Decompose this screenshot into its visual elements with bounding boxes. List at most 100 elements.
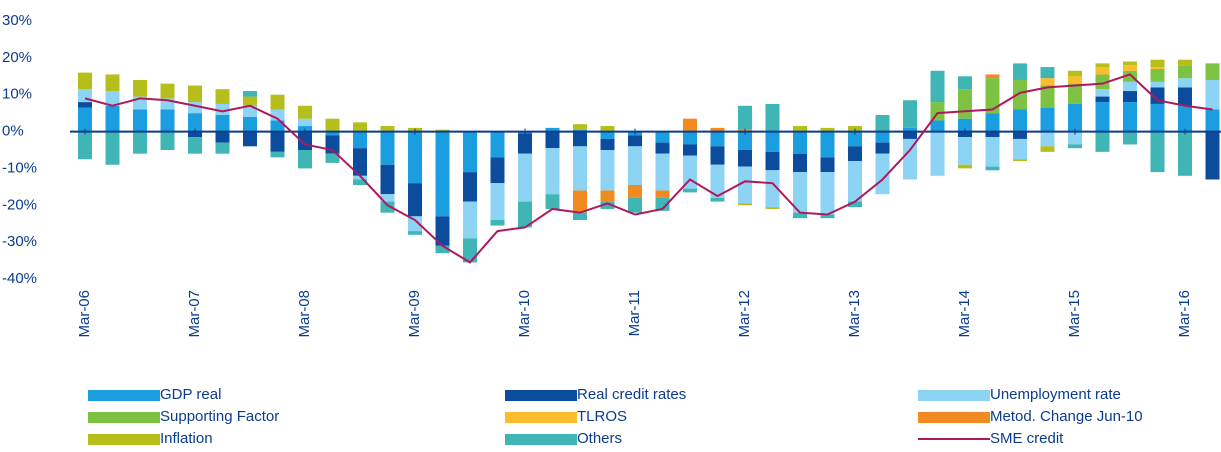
bar-segment [765,103,780,132]
bar-segment [490,220,505,226]
bar-segment [1150,67,1165,69]
bar-segment [765,170,780,208]
bar-segment [463,131,477,173]
bar-segment [1205,63,1220,80]
bar-segment [1068,103,1082,132]
bar-segment [1178,59,1192,66]
bar-segment [573,146,587,191]
bar-segment [325,118,340,132]
bar-segment [408,131,422,184]
bar-segment [985,78,1000,114]
legend-swatch [505,390,577,401]
bar-segment [1178,131,1192,176]
bar-segment [1205,131,1220,180]
bar-segment [958,164,972,169]
legend-label: SME credit [990,430,1064,447]
bar-segment [1150,103,1165,132]
bar-segment [78,102,92,108]
bar-segment [683,118,697,132]
bar-segment [243,91,257,97]
bar-segment [1040,78,1055,86]
bar-segment [160,109,175,132]
bar-segment [270,109,285,121]
bar-segment [573,212,587,221]
bar-segment [903,131,917,139]
bar-segment [628,135,642,147]
bar-segment [600,126,615,132]
bar-segment [545,148,560,195]
bar-segment [930,131,945,176]
bar-segment [1013,138,1027,160]
bar-segment [325,153,340,163]
bar-segment [1013,109,1027,132]
bar-segment [600,150,615,191]
bar-segment [820,127,835,132]
bar-segment [78,107,92,132]
bar-segment [683,155,697,189]
bar-segment [1123,61,1137,66]
bar-segment [1150,87,1165,104]
bar-segment [738,105,752,130]
bar-segment [848,146,862,162]
bar-segment [958,76,972,90]
bar-segment [188,102,202,114]
bar-segment [1013,131,1027,139]
bar-segment [628,197,642,213]
bar-segment [298,118,312,127]
legend-label: Unemployment rate [990,386,1121,403]
bar-segment [930,120,945,132]
y-tick-label: 30% [2,12,32,29]
y-tick-label: 0% [2,123,24,140]
legend-label: Others [577,430,622,447]
legend-label: Inflation [160,430,213,447]
bar-segment [875,114,890,132]
bar-segment [545,127,560,132]
x-tick-label: Mar-10 [516,290,533,338]
bar-segment [105,74,120,92]
legend-label: Real credit rates [577,386,686,403]
bar-segment [353,131,367,149]
bar-segment [1013,159,1027,162]
bar-segment [1095,89,1110,97]
bar-segment [133,79,147,97]
bar-segment [958,89,972,119]
bar-segment [738,131,752,150]
bar-segment [683,144,697,156]
bar-segment [985,113,1000,132]
bar-segment [188,113,202,132]
bar-segment [1095,67,1110,75]
bar-segment [1123,102,1137,132]
bar-segment [628,185,642,198]
bar-segment [1205,109,1220,132]
bar-segment [243,96,257,106]
y-tick-label: -30% [2,233,37,250]
bar-segment [353,175,367,180]
bar-segment [160,83,175,99]
x-tick-label: Mar-15 [1066,290,1083,338]
bar-segment [380,201,395,213]
bar-segment [1040,67,1055,79]
bar-segment [573,131,587,147]
bar-segment [243,105,257,117]
bar-segment [1040,107,1055,132]
bar-segment [1040,131,1055,147]
bar-segment [353,179,367,186]
bar-segment [875,131,890,143]
bar-segment [1178,87,1192,106]
bar-segment [1123,131,1137,145]
bar-segment [655,153,670,191]
bar-segment [1123,65,1137,71]
legend-swatch [88,434,160,445]
x-tick-label: Mar-08 [296,290,313,338]
bar-segment [1178,65,1192,79]
legend-swatch [918,412,990,423]
y-tick-label: 10% [2,86,32,103]
bar-segment [243,116,257,132]
legend-swatch [505,434,577,445]
bar-segment [600,190,615,202]
bar-segment [353,148,367,176]
bar-segment [985,137,1000,167]
bar-segment [545,194,560,209]
bar-segment [875,153,890,195]
bar-segment [793,212,807,219]
